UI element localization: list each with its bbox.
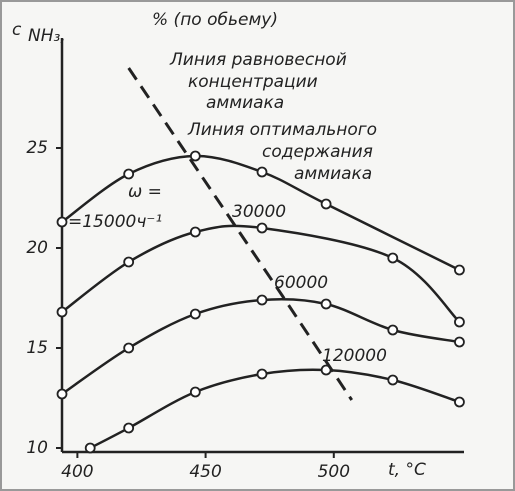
y-label: c	[12, 20, 22, 40]
data-point	[189, 308, 201, 320]
x-tick-label: 400	[61, 462, 93, 482]
annotation: аммиака	[294, 164, 372, 184]
curve	[61, 154, 460, 272]
data-point	[189, 386, 201, 398]
series-label: =15000ч⁻¹	[68, 212, 162, 232]
data-point	[256, 166, 268, 178]
annotation: содержания	[262, 142, 373, 162]
y-tick-label: 15	[26, 338, 48, 358]
data-point	[123, 256, 135, 268]
annotation: ω =	[128, 182, 162, 202]
data-point	[189, 226, 201, 238]
data-point	[320, 298, 332, 310]
x-tick-label: 500	[318, 462, 350, 482]
y-tick-label: 25	[26, 138, 48, 158]
x-tick-label: 450	[189, 462, 221, 482]
data-point	[84, 442, 96, 454]
data-point	[56, 388, 68, 400]
data-point	[387, 374, 399, 386]
data-point	[256, 368, 268, 380]
data-point	[256, 222, 268, 234]
y-label-sub: NH₃,	[28, 26, 66, 46]
annotation: аммиака	[206, 93, 284, 113]
data-point	[387, 252, 399, 264]
annotation: Линия равновесной	[169, 50, 347, 70]
annotation: концентрации	[188, 72, 318, 92]
annotation: Линия оптимального	[187, 120, 377, 140]
series-label: 30000	[232, 202, 286, 222]
data-point	[123, 168, 135, 180]
data-point	[56, 216, 68, 228]
series-label: 60000	[274, 273, 328, 293]
data-point	[387, 324, 399, 336]
data-point	[189, 150, 201, 162]
chart-title: % (по обьему)	[152, 10, 278, 30]
series-label: 120000	[322, 346, 387, 366]
data-point	[123, 342, 135, 354]
x-label: t, °C	[388, 460, 426, 480]
data-point	[454, 264, 465, 276]
curve	[61, 224, 461, 323]
data-point	[454, 336, 465, 348]
y-tick-label: 20	[26, 238, 48, 258]
data-point	[454, 316, 465, 328]
optimal-line	[127, 67, 353, 401]
data-point	[454, 396, 465, 408]
data-point	[256, 294, 268, 306]
y-tick-label: 10	[26, 438, 48, 458]
data-point	[123, 422, 135, 434]
data-point	[56, 306, 68, 318]
data-point	[320, 198, 332, 210]
